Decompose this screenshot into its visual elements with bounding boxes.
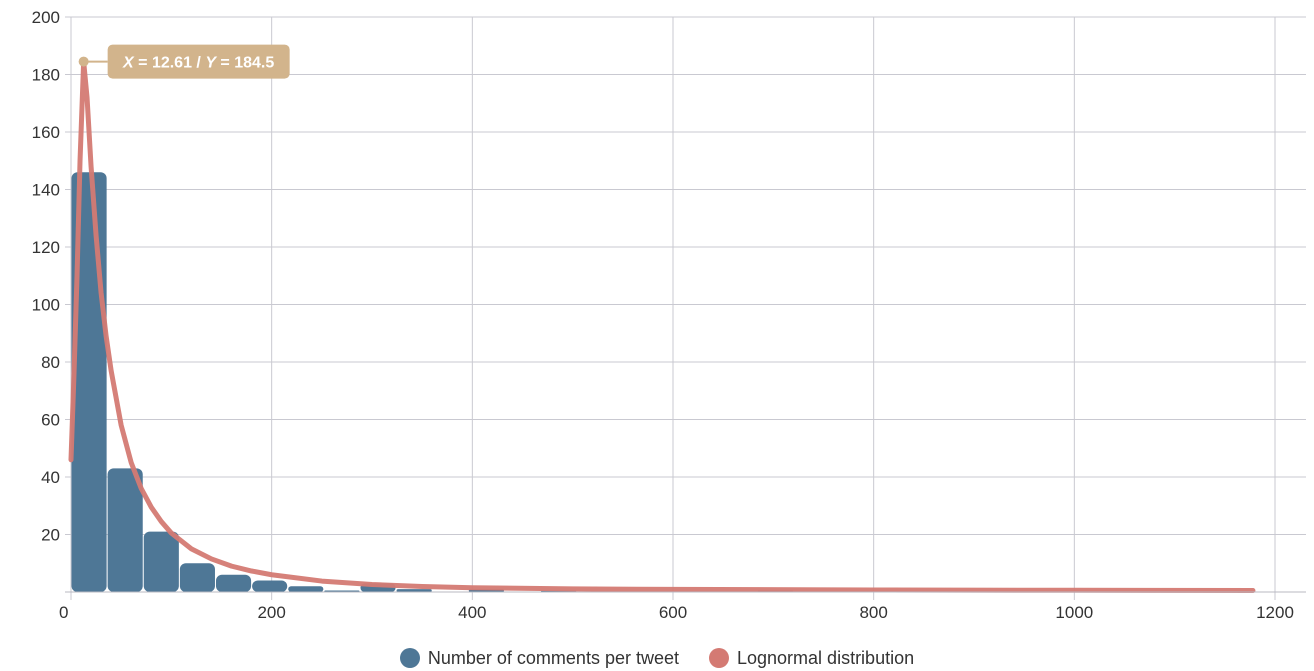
x-tick-label: 0 [59, 603, 68, 622]
histogram-chart: 20 40 60 80 100 120 140 160 180 200 0 200 400 600 800 1… [32, 8, 1306, 622]
annotation-layer: X = 12.61 / Y = 184.5 [78, 44, 290, 79]
y-tick-label: 160 [32, 123, 60, 142]
histogram-bar[interactable] [252, 580, 288, 593]
histogram-bar[interactable] [143, 531, 179, 592]
x-tick-label: 400 [458, 603, 486, 622]
histogram-bar[interactable] [288, 586, 324, 592]
y-tick-label: 40 [41, 468, 60, 487]
x-tick-label: 600 [659, 603, 687, 622]
legend-label-lognormal: Lognormal distribution [737, 647, 915, 668]
legend-item-lognormal[interactable]: Lognormal distribution [709, 648, 914, 669]
x-tick-label: 200 [257, 603, 285, 622]
y-tick-label: 120 [32, 238, 60, 257]
grid-layer [65, 16, 1306, 600]
legend-swatch-histogram [399, 648, 420, 668]
legend-label-histogram: Number of comments per tweet [427, 647, 679, 668]
x-tick-label: 1200 [1256, 603, 1294, 622]
histogram-bar[interactable] [215, 574, 252, 592]
x-tick-label: 1000 [1055, 603, 1093, 622]
y-tick-label: 140 [32, 181, 60, 200]
y-tick-label: 200 [32, 8, 60, 27]
histogram-bar[interactable] [179, 563, 215, 592]
y-tick-label: 60 [41, 411, 60, 430]
axis-layer: 20 40 60 80 100 120 140 160 180 200 0 200 400 600 800 1… [32, 8, 1306, 622]
y-tick-label: 80 [41, 353, 60, 372]
y-tick-label: 180 [32, 66, 60, 85]
line-layer [68, 59, 1256, 594]
y-tick-label: 20 [41, 526, 60, 545]
lognormal-line[interactable] [68, 59, 1256, 594]
legend-swatch-lognormal [709, 648, 729, 668]
legend: Number of comments per tweet Lognormal d… [0, 646, 1314, 670]
annotation-box [107, 44, 290, 79]
legend-item-histogram[interactable]: Number of comments per tweet [399, 647, 679, 669]
y-tick-label: 100 [32, 296, 60, 315]
histogram-bar[interactable] [107, 468, 143, 592]
histogram-bar[interactable] [396, 589, 432, 592]
x-tick-label: 800 [859, 603, 887, 622]
annotation-marker[interactable] [78, 56, 89, 67]
bars-layer [71, 172, 793, 593]
annotation-label: X = 12.61 / Y = 184.5 [122, 55, 274, 72]
